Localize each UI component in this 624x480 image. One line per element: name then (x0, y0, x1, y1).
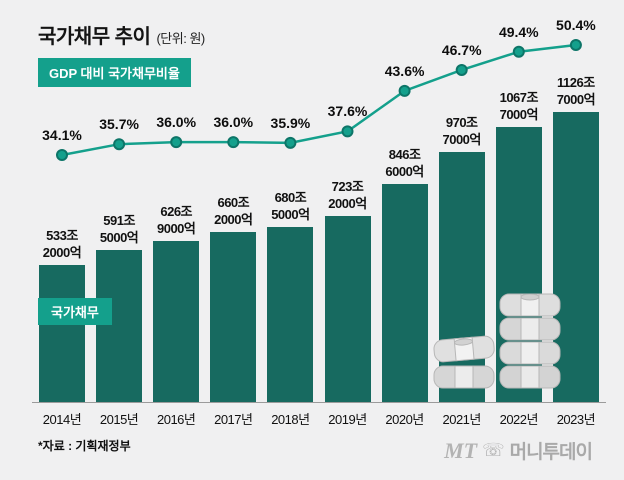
source-note: *자료 : 기획재정부 (38, 439, 131, 453)
bar-value-label: 723조 2000억 (328, 179, 367, 211)
bar-value-label: 846조 6000억 (385, 147, 424, 179)
chart-title: 국가채무 추이 (38, 26, 151, 48)
line-value-label: 35.9% (270, 114, 311, 131)
x-axis-label: 2016년 (156, 412, 196, 427)
x-axis-label: 2021년 (442, 412, 481, 427)
line-value-label: 35.7% (99, 116, 139, 133)
bar-value-label: 660조 2000억 (214, 195, 253, 227)
bar (552, 112, 599, 402)
bar-value-label: 680조 5000억 (271, 190, 310, 222)
mt-monogram: MT (444, 437, 478, 463)
bar (267, 227, 314, 402)
x-axis (32, 402, 606, 403)
x-axis-label: 2018년 (271, 412, 310, 427)
x-axis-label: 2022년 (499, 412, 539, 427)
page-title: 국가채무 추이 (단위: 원) (38, 20, 205, 49)
x-axis-label: 2019년 (328, 412, 367, 427)
phone-icon: ☏ (482, 440, 505, 460)
line-value-label: 36.0% (156, 114, 197, 131)
bar (153, 241, 200, 402)
debt-series-badge: 국가채무 (38, 298, 112, 325)
x-axis-label: 2015년 (99, 412, 139, 427)
x-axis-label: 2023년 (556, 412, 596, 427)
moneytoday-logo: MT ☏ 머니투데이 (444, 437, 593, 464)
x-axis-label: 2020년 (385, 412, 424, 427)
line-value-label: 46.7% (441, 41, 482, 58)
line-value-label: 36.0% (213, 114, 254, 131)
moneytoday-wordmark: 머니투데이 (509, 442, 593, 463)
unit-note: (단위: 원) (156, 31, 205, 46)
bar (381, 184, 428, 402)
x-axis-label: 2017년 (214, 412, 253, 427)
bar-value-label: 1126조 7000억 (556, 75, 596, 107)
line-value-label: 37.6% (327, 103, 368, 120)
line-value-label: 34.1% (42, 127, 82, 143)
bar (96, 250, 143, 402)
line-value-label: 43.6% (384, 62, 425, 79)
bar-value-label: 533조 2000억 (42, 228, 82, 260)
bar-value-label: 591조 5000억 (99, 213, 139, 245)
x-axis-label: 2014년 (42, 412, 82, 427)
money-stack-illustration (433, 293, 561, 389)
bar (39, 265, 85, 402)
line-value-label: 49.4% (498, 23, 539, 40)
bar-value-label: 626조 9000억 (156, 204, 196, 236)
bar (324, 216, 371, 402)
line-value-label: 50.4% (556, 16, 596, 33)
bar (210, 232, 257, 402)
